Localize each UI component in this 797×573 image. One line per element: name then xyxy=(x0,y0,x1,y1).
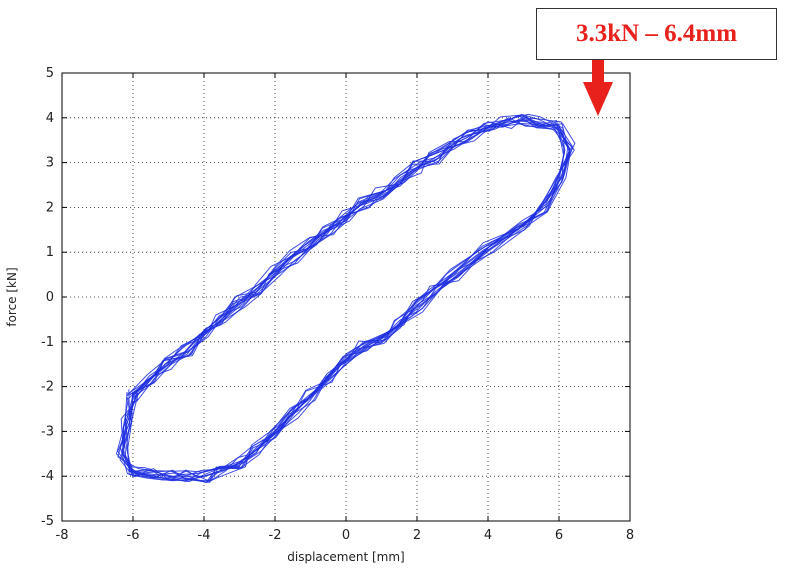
grid-lines xyxy=(62,73,630,521)
x-tick-label: 2 xyxy=(413,528,421,543)
x-tick-label: -4 xyxy=(198,528,211,543)
y-tick-label: -2 xyxy=(41,380,54,395)
y-tick-label: -5 xyxy=(41,514,54,529)
y-tick-label: -1 xyxy=(41,335,54,350)
annotation-arrow xyxy=(583,60,613,116)
peak-annotation-text: 3.3kN – 6.4mm xyxy=(575,20,738,47)
x-tick-label: -2 xyxy=(269,528,282,543)
hysteresis-loop xyxy=(122,117,569,483)
y-tick-label: 1 xyxy=(46,245,54,260)
hysteresis-loop xyxy=(122,117,565,483)
hysteresis-loop xyxy=(122,118,572,483)
x-tick-label: 0 xyxy=(342,528,350,543)
hysteresis-loop xyxy=(117,120,570,478)
hysteresis-loop xyxy=(117,114,576,482)
y-tick-label: -4 xyxy=(41,469,54,484)
hysteresis-loop xyxy=(121,121,571,483)
x-tick-label: 6 xyxy=(555,528,563,543)
y-tick-label: 5 xyxy=(46,66,54,81)
y-tick-label: 0 xyxy=(46,290,54,305)
peak-annotation-box: 3.3kN – 6.4mm xyxy=(536,8,777,60)
x-tick-label: 8 xyxy=(626,528,634,543)
x-tick-label: -6 xyxy=(127,528,140,543)
y-tick-label: -3 xyxy=(41,424,54,439)
x-tick-label: -8 xyxy=(56,528,69,543)
hysteresis-loop xyxy=(120,114,574,479)
hysteresis-loop xyxy=(119,113,565,482)
hysteresis-curves xyxy=(116,113,576,483)
x-tick-label: 4 xyxy=(484,528,492,543)
axis-ticks: -8 -6 -4 -2 0 2 4 6 8 -5 -4 -3 -2 -1 0 1 2 3 4 5 xyxy=(41,66,634,543)
x-axis-label: displacement [mm] xyxy=(287,550,404,564)
hysteresis-loop xyxy=(124,119,571,473)
y-axis-label: force [kN] xyxy=(5,267,19,326)
y-tick-label: 4 xyxy=(46,111,54,126)
hysteresis-loop xyxy=(125,113,566,482)
hysteresis-loop xyxy=(116,119,571,483)
y-tick-label: 3 xyxy=(46,156,54,171)
hysteresis-loop xyxy=(119,114,565,481)
y-tick-label: 2 xyxy=(46,200,54,215)
hysteresis-loop xyxy=(127,115,575,481)
